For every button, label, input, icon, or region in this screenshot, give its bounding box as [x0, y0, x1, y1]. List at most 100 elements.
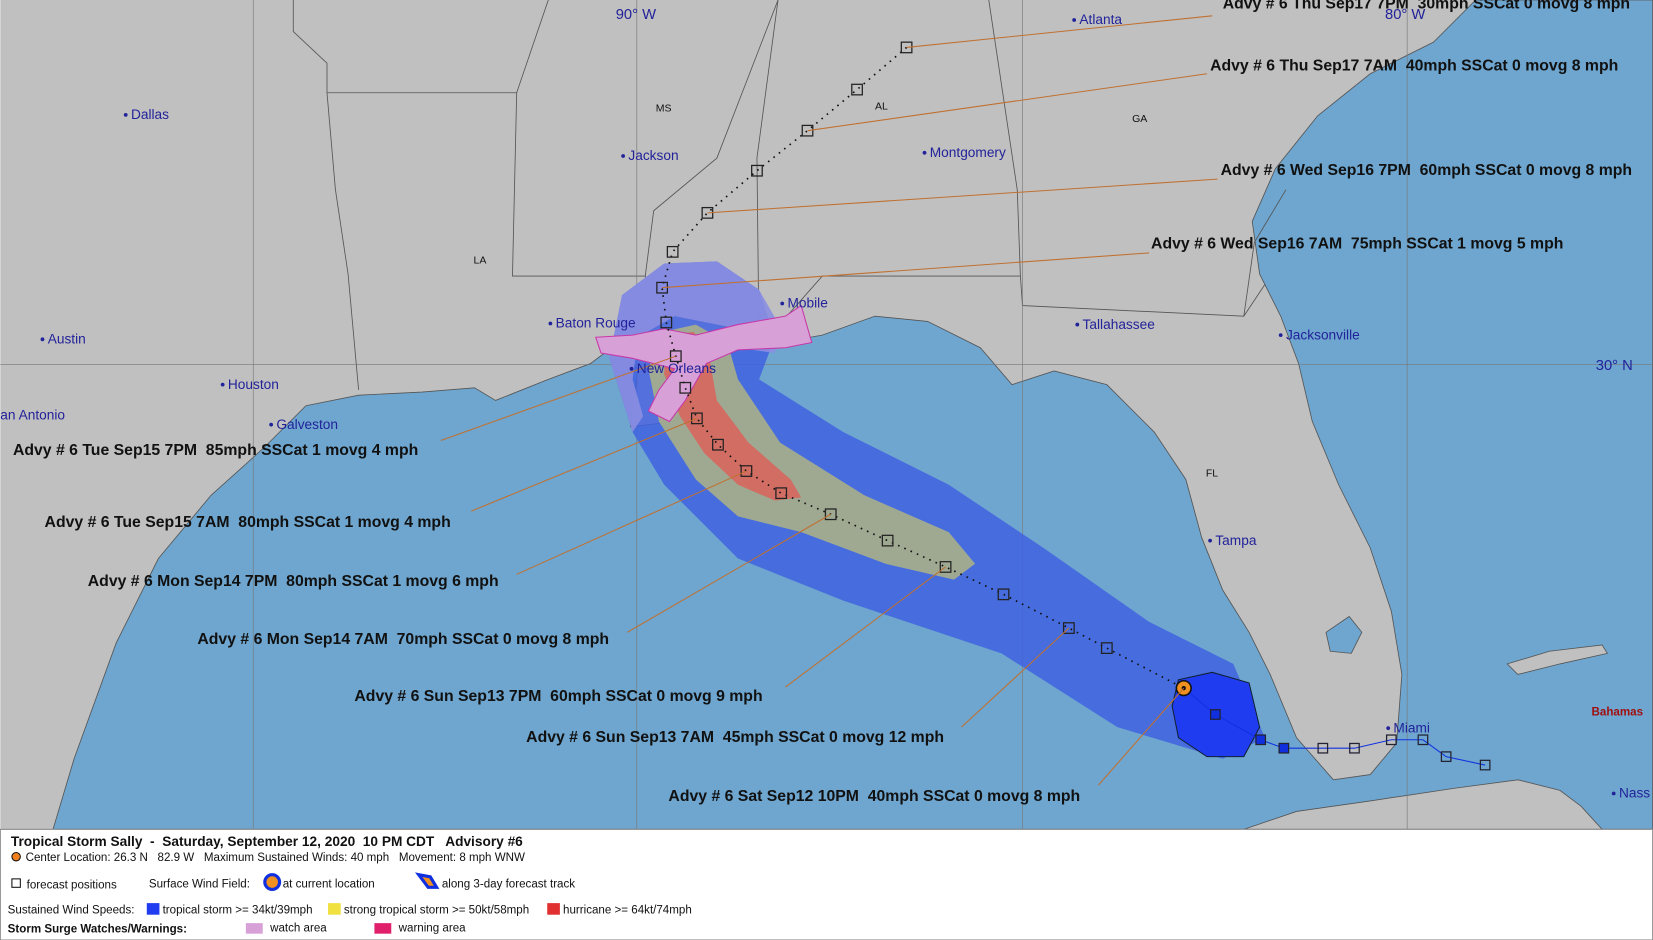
borders: [292, 0, 1287, 390]
warning-swatch: [374, 923, 392, 934]
city-label: Galveston: [276, 417, 338, 432]
city-label: Montgomery: [930, 145, 1006, 160]
city-dot: [780, 301, 785, 306]
city-label: Atlanta: [1079, 12, 1122, 27]
city-label: Tampa: [1215, 533, 1256, 548]
leader-line: [1097, 687, 1185, 786]
tropical-storm-cone-outer: [609, 261, 781, 433]
state-label: AL: [875, 101, 888, 113]
city-label: Dallas: [131, 107, 169, 122]
forecast-label: Advy # 6 Sun Sep13 7AM 45mph SSCat 0 mov…: [526, 729, 944, 746]
past-track-line: [1183, 687, 1486, 766]
forecast-label: Advy # 6 Mon Sep14 7AM 70mph SSCat 0 mov…: [197, 631, 609, 648]
state-label: FL: [1206, 467, 1218, 479]
forecast-point: [881, 534, 894, 547]
forecast-label: Advy # 6 Thu Sep17 7PM 30mph SSCat 0 mov…: [1223, 0, 1630, 12]
city-label: Tallahassee: [1083, 317, 1155, 332]
lake: [1325, 615, 1363, 654]
legend: Tropical Storm Sally - Saturday, Septemb…: [0, 828, 1653, 940]
water: [52, 0, 1653, 830]
sts-swatch: [328, 903, 341, 915]
forecast-point: [679, 381, 692, 394]
forecast-point: [666, 245, 679, 258]
leader-line: [961, 627, 1070, 728]
leader-line: [906, 15, 1213, 48]
city-label: New Orleans: [637, 361, 716, 376]
forecast-label: Advy # 6 Sun Sep13 7PM 60mph SSCat 0 mov…: [354, 688, 762, 705]
hu-text: hurricane >= 64kt/74mph: [563, 905, 692, 917]
forecast-point: [939, 561, 952, 573]
bahamas-island: [1506, 644, 1609, 675]
city-dot: [1278, 333, 1283, 338]
forecast-label: Advy # 6 Wed Sep16 7AM 75mph SSCat 1 mov…: [1151, 236, 1563, 253]
surge-text: Storm Surge Watches/Warnings:: [8, 924, 187, 936]
city-dot: [220, 382, 225, 387]
forecast-text: forecast positions: [27, 879, 117, 891]
city-label: Jackson: [628, 148, 678, 163]
leader-line: [785, 566, 946, 688]
forecast-label: Advy # 6 Thu Sep17 7AM 40mph SSCat 0 mov…: [1210, 58, 1618, 75]
city-dot: [1611, 791, 1616, 796]
leader-line: [807, 73, 1208, 132]
along-track-text: along 3-day forecast track: [442, 878, 575, 890]
city-dot: [621, 154, 626, 158]
ts-text: tropical storm >= 34kt/39mph: [163, 905, 313, 917]
forecast-point: [751, 164, 763, 177]
past-point: [1209, 709, 1221, 720]
speeds-text: Sustained Wind Speeds:: [8, 905, 135, 917]
state-label: LA: [473, 254, 486, 266]
forecast-label: Advy # 6 Mon Sep14 7PM 80mph SSCat 1 mov…: [88, 573, 499, 590]
forecast-point: [801, 124, 814, 137]
forecast-point: [712, 438, 724, 451]
current-icon: [263, 873, 282, 891]
graticule-label: 80° W: [1385, 7, 1425, 23]
forecast-point: [669, 350, 682, 363]
past-point: [1349, 742, 1360, 754]
past-point: [1417, 734, 1429, 746]
city-dot: [269, 422, 274, 427]
city-dot: [1072, 18, 1077, 22]
center-text: Center Location: 26.3 N 82.9 W Maximum S…: [26, 852, 525, 864]
strong-storm-cone: [648, 324, 976, 580]
past-point: [1278, 742, 1290, 754]
leader-line: [440, 355, 676, 441]
city-label: Austin: [48, 332, 86, 347]
city-label: Miami: [1393, 720, 1430, 735]
past-point: [1255, 734, 1267, 746]
city-label: an Antonio: [0, 407, 65, 422]
city-dot: [1208, 538, 1212, 543]
leader-line: [516, 470, 747, 575]
sts-text: strong tropical storm >= 50kt/58mph: [344, 905, 529, 917]
city-dot: [922, 150, 927, 155]
cuba: [1243, 779, 1604, 830]
past-point: [1317, 742, 1329, 754]
city-dot: [1386, 726, 1391, 731]
forecast-label: Advy # 6 Sat Sep12 10PM 40mph SSCat 0 mo…: [668, 788, 1080, 805]
forecast-point: [851, 83, 863, 96]
country-label: Bahamas: [1592, 707, 1644, 719]
track-icon: [414, 872, 440, 889]
city-dot: [548, 321, 553, 326]
city-dot: [40, 337, 45, 342]
forecast-point: [824, 508, 837, 521]
labels: Advy # 6 Thu Sep17 7PM 30mph SSCat 0 mov…: [0, 0, 1650, 805]
city-label: Mobile: [788, 296, 828, 311]
forecast-point: [660, 316, 673, 329]
city-dot: [123, 112, 128, 117]
watch-swatch: [245, 923, 263, 934]
leader-line: [627, 513, 831, 633]
leader-line: [662, 252, 1150, 289]
leader-line: [707, 178, 1218, 214]
forecast-icon: [11, 878, 21, 888]
past-point: [1440, 751, 1452, 763]
city-label: Jacksonville: [1286, 327, 1360, 342]
city-label: Baton Rouge: [556, 316, 636, 331]
city-dot: [1075, 322, 1080, 327]
hu-swatch: [547, 903, 560, 915]
forecast-label: Advy # 6 Wed Sep16 7PM 60mph SSCat 0 mov…: [1221, 162, 1632, 179]
forecast-point: [1062, 622, 1075, 634]
past-point: [1385, 734, 1397, 746]
legend-title: Tropical Storm Sally - Saturday, Septemb…: [11, 834, 523, 849]
forecast-point: [775, 487, 788, 500]
